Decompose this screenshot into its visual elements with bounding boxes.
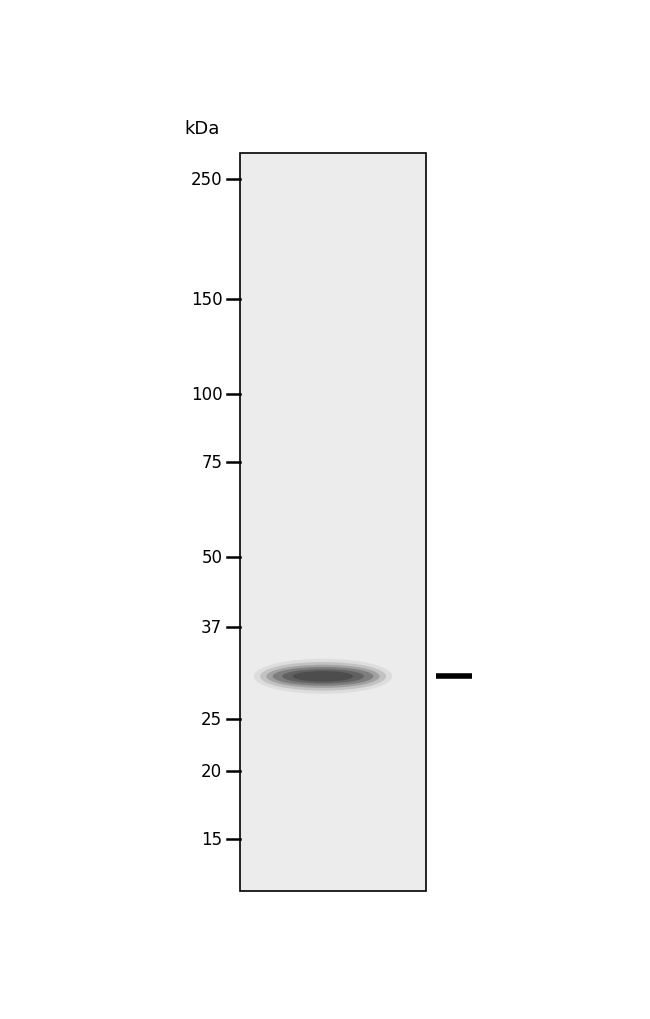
Text: 150: 150: [190, 290, 222, 309]
Text: 37: 37: [202, 619, 222, 637]
Ellipse shape: [266, 665, 380, 688]
Ellipse shape: [254, 659, 393, 694]
Text: 25: 25: [202, 710, 222, 729]
Ellipse shape: [272, 667, 373, 686]
Text: 15: 15: [202, 830, 222, 848]
Ellipse shape: [282, 669, 364, 684]
Text: 250: 250: [190, 171, 222, 190]
Text: 75: 75: [202, 453, 222, 471]
Text: kDa: kDa: [185, 120, 220, 138]
FancyBboxPatch shape: [240, 154, 426, 892]
Ellipse shape: [292, 672, 354, 682]
Text: 20: 20: [202, 762, 222, 781]
Text: 100: 100: [190, 386, 222, 404]
Text: 50: 50: [202, 548, 222, 566]
Ellipse shape: [260, 662, 386, 691]
